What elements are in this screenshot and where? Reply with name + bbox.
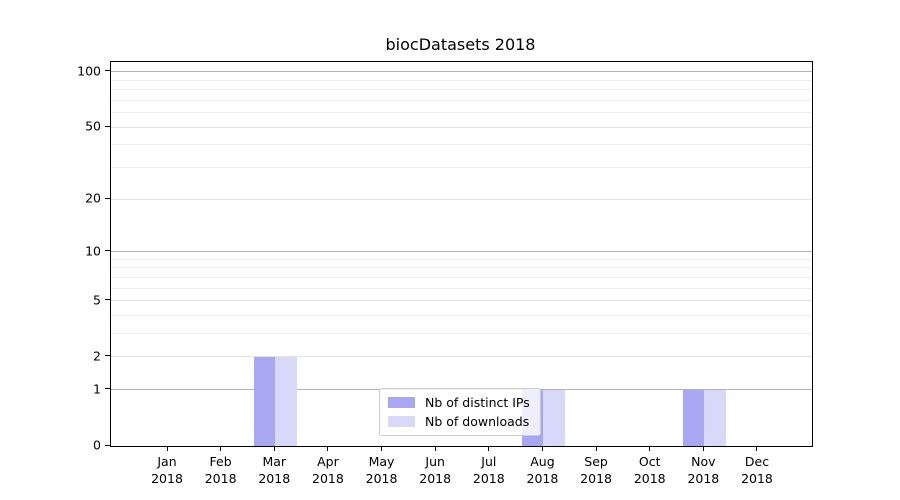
x-tick-label-may: May 2018 [365,454,398,486]
legend-label: Nb of distinct IPs [425,395,530,410]
x-tick-mark [649,446,651,451]
x-tick-label-apr: Apr 2018 [312,454,344,486]
x-tick-mark [541,446,543,451]
gridline [111,144,812,146]
x-tick-label-jul: Jul 2018 [472,454,505,486]
y-tick-label: 5 [93,292,101,308]
gridline [111,300,812,302]
x-tick-label-dec: Dec 2018 [741,454,773,486]
bar-mar-distinct-ips [253,356,276,446]
legend-label: Nb of downloads [425,414,530,429]
chart-title: biocDatasets 2018 [385,35,536,54]
y-tick-mark [105,197,110,199]
y-tick-label: 0 [93,437,101,453]
x-tick-label-aug: Aug 2018 [526,454,559,486]
x-tick-label-oct: Oct 2018 [633,454,666,486]
bar-aug-downloads [543,389,565,446]
x-tick-mark [488,446,490,451]
gridline [111,333,812,335]
y-tick-label: 10 [85,243,101,259]
x-tick-label-mar: Mar 2018 [258,454,291,486]
y-tick-label: 100 [77,63,101,79]
y-tick-mark [105,125,110,127]
y-tick-label: 2 [93,348,101,364]
gridline [111,251,812,253]
gridline [111,356,812,358]
gridline [111,198,812,200]
y-tick-mark [105,388,110,390]
x-tick-mark [595,446,597,451]
x-tick-label-jan: Jan 2018 [151,454,183,486]
x-tick-mark [702,446,704,451]
x-tick-label-feb: Feb 2018 [204,454,237,486]
y-tick-mark [105,250,110,252]
y-tick-mark [105,70,110,72]
gridline [111,89,812,91]
x-tick-label-sep: Sep 2018 [580,454,612,486]
gridline [111,267,812,269]
gridline [111,71,812,73]
gridline [111,315,812,316]
x-tick-mark [166,446,168,451]
x-tick-label-jun: Jun 2018 [419,454,452,486]
y-tick-mark [105,299,110,301]
x-tick-mark [273,446,275,451]
x-tick-label-nov: Nov 2018 [687,454,720,486]
legend-entry-downloads: Nb of downloads [380,412,540,431]
gridline [111,167,812,169]
x-tick-mark [381,446,383,451]
bar-nov-distinct-ips [682,389,705,446]
legend: Nb of distinct IPs Nb of downloads [379,388,541,436]
gridline [111,99,812,101]
gridline [111,79,812,81]
gridline [111,276,812,278]
downloads-swatch-icon [388,416,415,427]
y-tick-label: 1 [93,381,101,397]
distinct-ips-swatch-icon [388,397,415,408]
y-tick-label: 20 [85,190,101,206]
gridline [111,126,812,128]
y-tick-label: 50 [85,118,101,134]
x-tick-mark [756,446,758,451]
plot-area: Nb of distinct IPs Nb of downloads [110,61,813,447]
x-tick-mark [327,446,329,451]
gridline [111,258,812,260]
x-tick-mark [434,446,436,451]
y-tick-mark [105,355,110,357]
x-tick-mark [220,446,222,451]
bar-nov-downloads [704,389,726,446]
legend-entry-distinct-ips: Nb of distinct IPs [380,393,540,412]
gridline [111,287,812,289]
gridline [111,112,812,114]
y-tick-mark [105,444,110,446]
bar-mar-downloads [275,356,297,446]
